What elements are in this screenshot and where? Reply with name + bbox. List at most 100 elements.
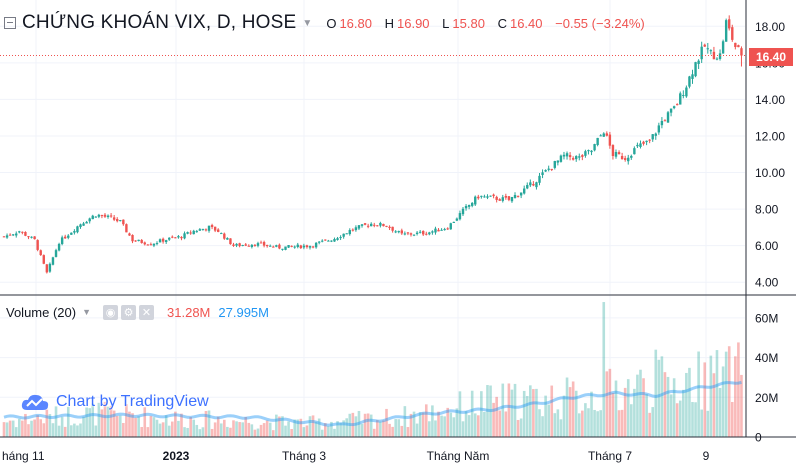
chevron-down-icon[interactable]: ▼ bbox=[82, 307, 92, 317]
candle-body bbox=[18, 231, 21, 233]
tradingview-watermark[interactable]: Chart by TradingView bbox=[20, 390, 209, 414]
candle-body bbox=[703, 44, 706, 47]
symbol-title[interactable]: CHỨNG KHOÁN VIX, D, HOSE bbox=[22, 12, 297, 33]
candle-body bbox=[363, 223, 367, 225]
candle-body bbox=[269, 245, 272, 247]
candle-body bbox=[302, 245, 306, 248]
volume-bar bbox=[259, 424, 263, 437]
candle-body bbox=[565, 153, 569, 157]
candle-body bbox=[94, 216, 97, 218]
candle-body bbox=[100, 215, 104, 217]
candle-body bbox=[333, 238, 336, 242]
volume-bar bbox=[21, 420, 24, 437]
candle-body bbox=[2, 236, 6, 238]
chevron-down-icon[interactable]: ▼ bbox=[302, 17, 313, 29]
candle-body bbox=[422, 230, 425, 235]
volume-bar bbox=[66, 406, 70, 437]
volume-bar bbox=[504, 411, 508, 437]
volume-bar bbox=[122, 423, 125, 437]
price-tick-label: 6.00 bbox=[755, 239, 779, 253]
candle-body bbox=[697, 60, 700, 64]
volume-bar bbox=[330, 421, 333, 437]
candle-body bbox=[636, 144, 639, 147]
candle-body bbox=[207, 225, 211, 231]
volume-bar bbox=[648, 412, 651, 437]
volume-bar bbox=[562, 395, 566, 437]
volume-bar bbox=[189, 417, 192, 437]
volume-bar bbox=[143, 407, 147, 437]
volume-bar bbox=[734, 356, 737, 437]
volume-bar bbox=[406, 427, 410, 437]
gear-icon[interactable]: ⚙ bbox=[121, 304, 137, 320]
volume-bar bbox=[507, 383, 511, 437]
candle-body bbox=[152, 243, 156, 246]
candle-body bbox=[296, 244, 299, 248]
visibility-icon[interactable]: ◉ bbox=[103, 304, 119, 320]
volume-bar bbox=[265, 420, 269, 437]
candle-body bbox=[437, 229, 440, 232]
volume-bar bbox=[201, 427, 205, 437]
candle-body bbox=[406, 232, 410, 234]
volume-bar bbox=[82, 416, 85, 437]
candle-body bbox=[284, 246, 287, 250]
volume-bar bbox=[397, 419, 401, 437]
candle-body bbox=[547, 168, 550, 170]
volume-bar bbox=[158, 423, 162, 437]
volume-bar bbox=[293, 419, 296, 437]
volume-bar bbox=[388, 423, 391, 437]
volume-bar bbox=[446, 407, 449, 437]
low-label: L bbox=[442, 15, 450, 31]
volume-bar bbox=[382, 420, 385, 437]
candle-body bbox=[654, 133, 657, 136]
volume-bar bbox=[73, 423, 76, 437]
volume-label[interactable]: Volume (20) bbox=[6, 304, 77, 320]
candle-body bbox=[495, 196, 498, 200]
candle-body bbox=[526, 185, 529, 189]
volume-bar bbox=[633, 388, 636, 437]
candle-body bbox=[623, 158, 627, 160]
candle-body bbox=[510, 196, 514, 202]
volume-bar bbox=[434, 420, 437, 437]
candle-body bbox=[210, 225, 214, 228]
volume-bar bbox=[299, 418, 303, 437]
candle-body bbox=[593, 144, 596, 151]
volume-bar bbox=[85, 407, 88, 437]
candle-body bbox=[321, 240, 324, 242]
candle-body bbox=[627, 157, 630, 162]
candle-body bbox=[30, 236, 33, 238]
volume-bar bbox=[253, 429, 257, 437]
close-icon[interactable]: ✕ bbox=[139, 304, 155, 320]
candle-body bbox=[455, 218, 459, 221]
volume-bar bbox=[115, 415, 119, 437]
time-tick-label: Tháng 3 bbox=[282, 449, 326, 463]
volume-bar bbox=[305, 425, 309, 437]
volume-bar bbox=[611, 392, 615, 437]
volume-bar bbox=[678, 400, 682, 437]
volume-bar bbox=[88, 408, 91, 437]
candle-body bbox=[357, 225, 361, 229]
volume-bar bbox=[639, 369, 642, 437]
candle-body bbox=[143, 242, 146, 245]
candle-body bbox=[122, 219, 125, 225]
watermark-text: Chart by TradingView bbox=[56, 393, 209, 410]
volume-bar bbox=[532, 389, 535, 437]
open-label: O bbox=[326, 15, 337, 31]
volume-bar bbox=[513, 383, 517, 437]
candle-body bbox=[391, 226, 394, 231]
volume-bar bbox=[428, 421, 431, 437]
volume-bar bbox=[195, 424, 199, 437]
volume-bar bbox=[740, 374, 743, 437]
candle-body bbox=[241, 245, 244, 247]
candle-body bbox=[611, 145, 615, 157]
volume-bar bbox=[268, 422, 272, 437]
candle-body bbox=[679, 93, 682, 105]
low-value: 15.80 bbox=[452, 15, 485, 31]
volume-bar bbox=[599, 410, 602, 437]
candle-body bbox=[131, 234, 134, 242]
volume-bar bbox=[106, 406, 110, 437]
volume-bar bbox=[39, 419, 43, 437]
volume-bar bbox=[403, 406, 407, 437]
collapse-icon[interactable] bbox=[4, 17, 16, 29]
volume-bar bbox=[394, 419, 397, 437]
candle-body bbox=[88, 218, 91, 222]
